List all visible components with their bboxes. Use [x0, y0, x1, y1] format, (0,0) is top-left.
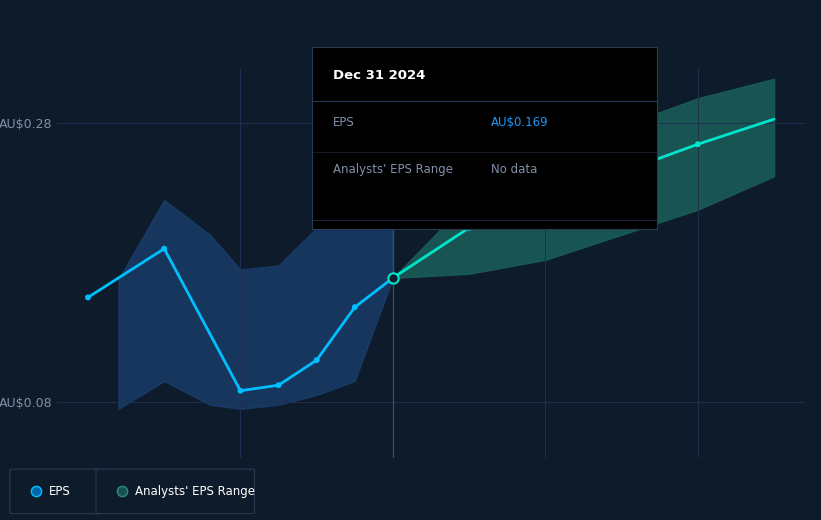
- Text: Actual: Actual: [337, 107, 374, 120]
- Point: [310, 356, 323, 364]
- FancyBboxPatch shape: [10, 469, 103, 514]
- Point: [234, 386, 247, 395]
- Text: No data: No data: [491, 163, 538, 176]
- Text: EPS: EPS: [333, 116, 355, 129]
- FancyBboxPatch shape: [96, 469, 255, 514]
- Point: [272, 381, 285, 389]
- Point: [348, 303, 361, 311]
- Text: Analysts' EPS Range: Analysts' EPS Range: [333, 163, 452, 176]
- Point: [30, 487, 43, 496]
- Text: EPS: EPS: [49, 485, 71, 498]
- Point: [539, 196, 552, 204]
- Text: AU$0.169: AU$0.169: [491, 116, 549, 129]
- Text: Analysts' EPS Range: Analysts' EPS Range: [135, 485, 255, 498]
- Point: [158, 244, 171, 253]
- Point: [116, 487, 129, 496]
- Point: [116, 487, 129, 496]
- Point: [462, 224, 475, 232]
- Point: [81, 293, 94, 302]
- Text: Analysts Forecasts: Analysts Forecasts: [411, 107, 521, 120]
- Point: [691, 140, 704, 148]
- Point: [387, 274, 400, 282]
- Text: Dec 31 2024: Dec 31 2024: [333, 69, 425, 82]
- Point: [30, 487, 43, 496]
